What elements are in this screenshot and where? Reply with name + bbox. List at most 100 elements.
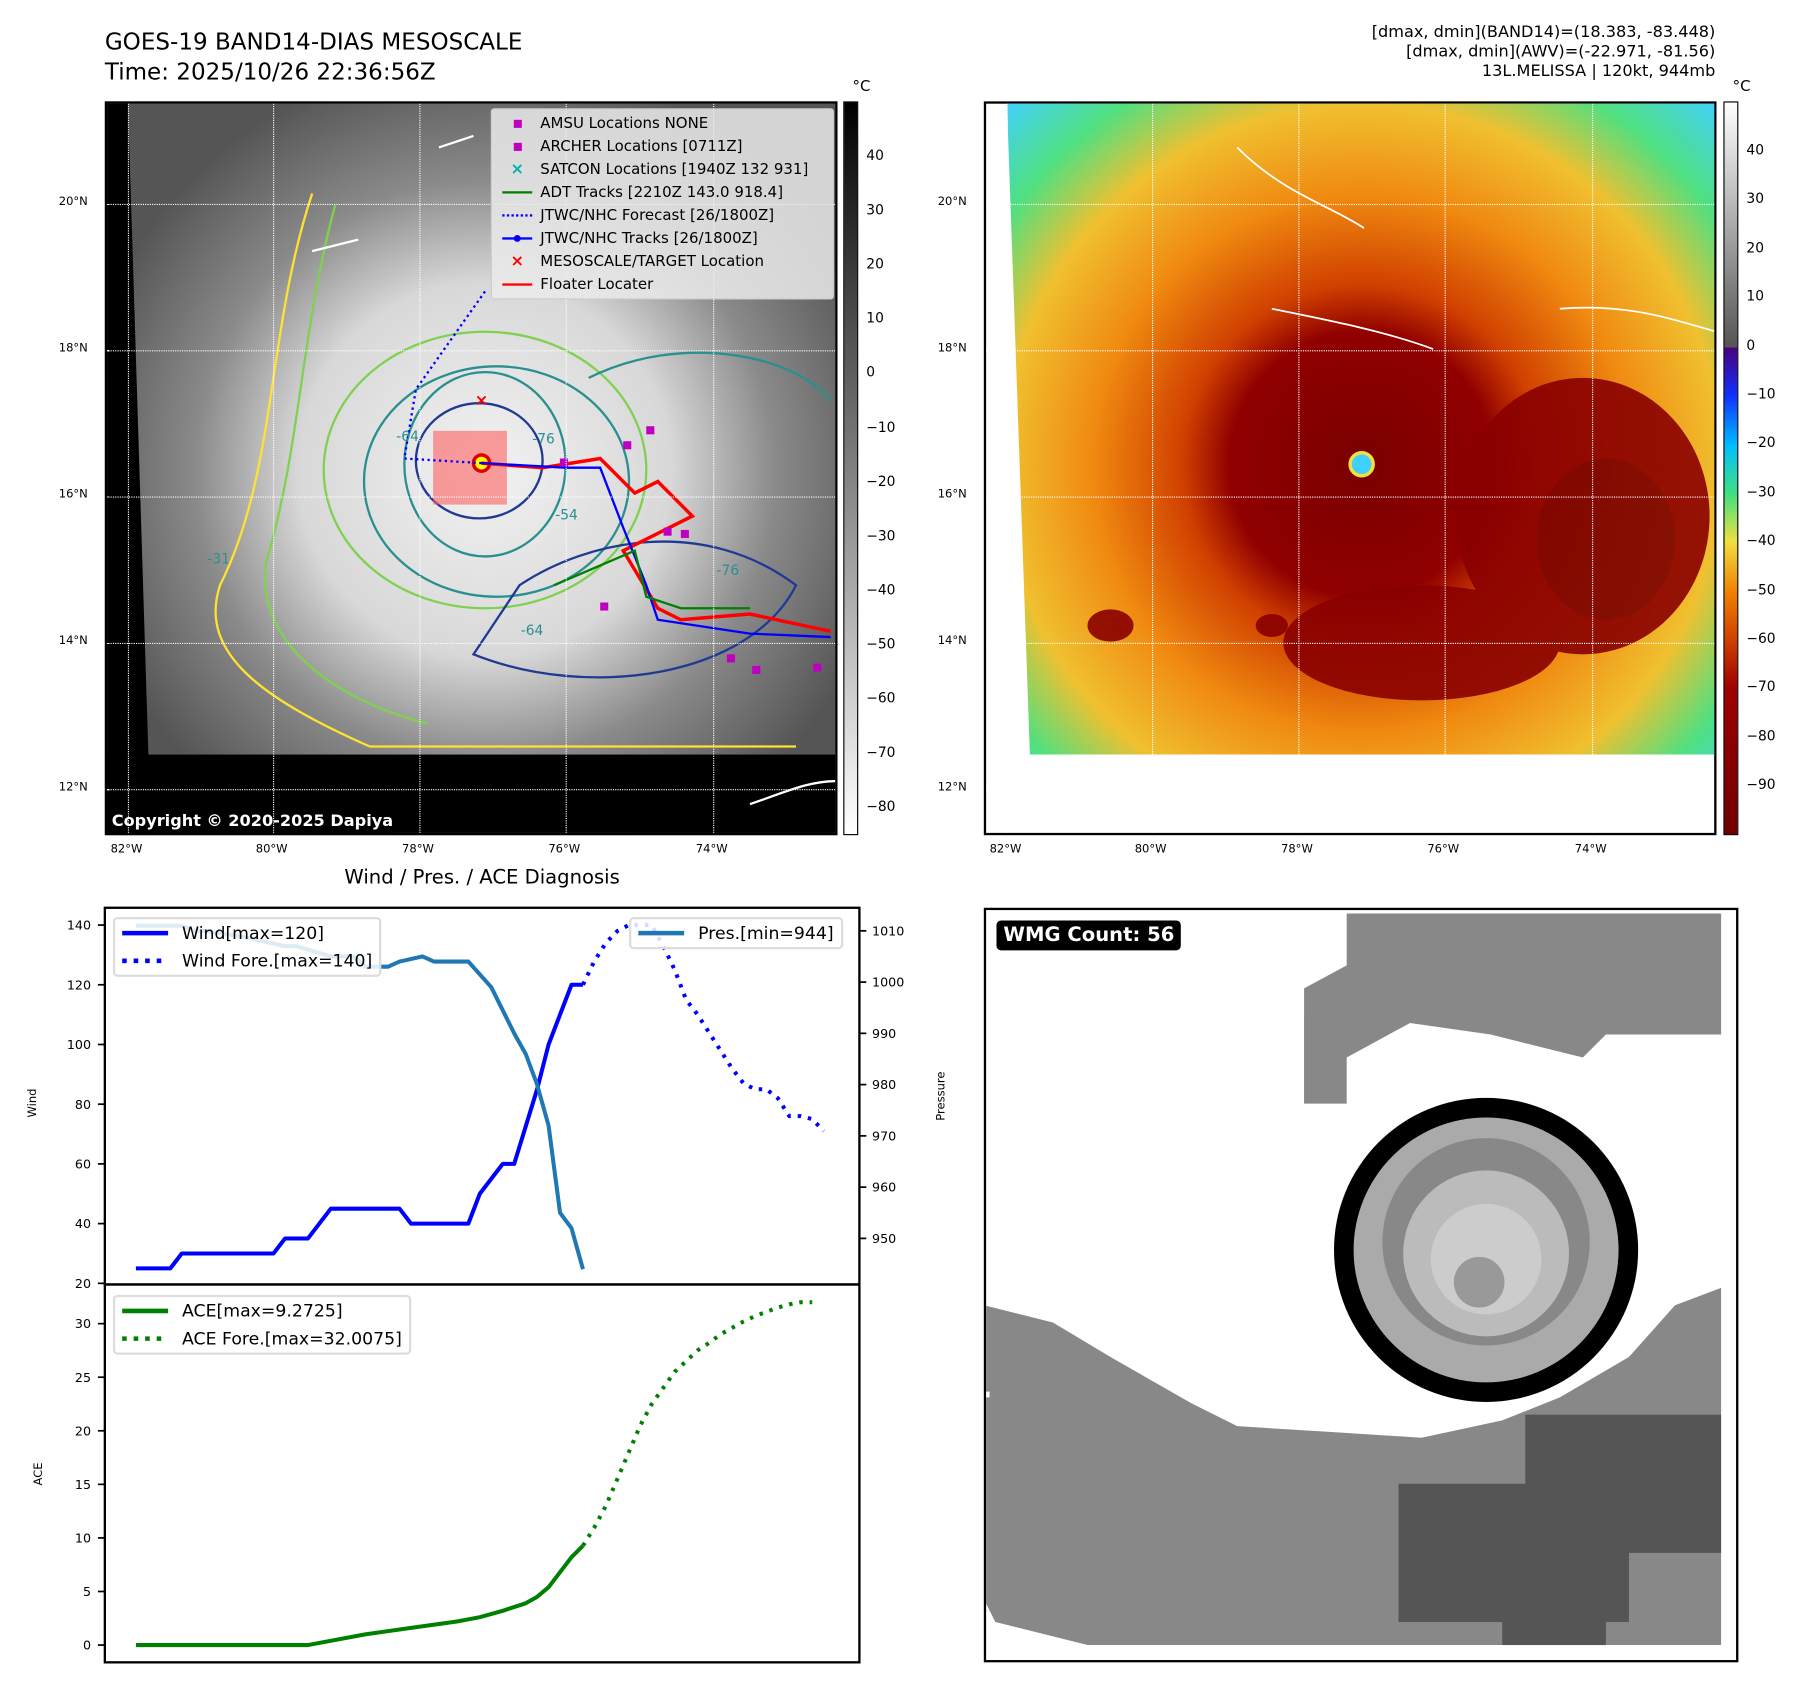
left-colorbar-tick: −60 bbox=[866, 690, 896, 707]
lon-gridline bbox=[1444, 103, 1446, 833]
legend-label: ADT Tracks [2210Z 143.0 918.4] bbox=[540, 183, 784, 202]
lat-gridline bbox=[107, 789, 836, 791]
left-colorbar-tick: 30 bbox=[866, 201, 884, 218]
lon-label-right: 80°W bbox=[1134, 843, 1167, 856]
ace-tick-label: 30 bbox=[75, 1316, 91, 1331]
lat-label-right: 12°N bbox=[937, 781, 967, 794]
lon-gridline bbox=[565, 103, 567, 833]
right-colorbar-tick: 0 bbox=[1746, 337, 1756, 354]
right-colorbar-tick: −40 bbox=[1746, 532, 1776, 549]
left-colorbar-tick: 40 bbox=[866, 147, 884, 164]
right-colorbar-tick: 30 bbox=[1746, 190, 1765, 207]
colorbar-unit-right: °C bbox=[1732, 78, 1751, 96]
wind-tick-label: 20 bbox=[75, 1276, 91, 1291]
right-colorbar-tick: −20 bbox=[1746, 434, 1776, 451]
colorbar-unit-left: °C bbox=[852, 78, 871, 96]
lat-label-left: 20°N bbox=[58, 195, 88, 209]
pressure-line bbox=[135, 923, 585, 1270]
wind-legend: Wind[max=120] Wind Fore.[max=140] bbox=[112, 916, 382, 977]
right-colorbar-tick: −50 bbox=[1746, 581, 1776, 598]
ace-forecast-legend-label: ACE Fore.[max=32.0075] bbox=[182, 1328, 402, 1349]
lat-gridline bbox=[986, 203, 1715, 206]
lat-gridline bbox=[986, 350, 1715, 352]
left-colorbar-tick: −30 bbox=[866, 527, 896, 544]
figure-time: Time: 2025/10/26 22:36:56Z bbox=[104, 57, 436, 86]
contour-label: -76 bbox=[532, 430, 555, 447]
lon-label-right: 74°W bbox=[1574, 843, 1607, 856]
wind-axis-label: Wind bbox=[26, 1088, 40, 1118]
stats-band14: [dmax, dmin](BAND14)=(18.383, -83.448) bbox=[1371, 23, 1716, 42]
ace-legend: ACE[max=9.2725] ACE Fore.[max=32.0075] bbox=[112, 1294, 412, 1355]
ace-tick-label: 10 bbox=[75, 1531, 91, 1546]
floater-track bbox=[481, 456, 831, 633]
contour-label: -64 bbox=[396, 428, 419, 445]
legend-item: ARCHER Locations [0711Z] bbox=[501, 135, 743, 158]
blue-line-dot-icon bbox=[501, 235, 533, 242]
pressure-legend: Pres.[min=944] bbox=[628, 916, 843, 950]
red-x-icon: × bbox=[510, 252, 524, 271]
lat-gridline bbox=[986, 496, 1715, 498]
copyright: Copyright © 2020-2025 Dapiya bbox=[107, 809, 398, 833]
pressure-legend-label: Pres.[min=944] bbox=[698, 922, 834, 944]
archer-markers bbox=[559, 426, 822, 674]
pressure-tick-label: 1000 bbox=[872, 975, 904, 990]
lat-label-right: 14°N bbox=[937, 634, 967, 648]
right-colorbar-tick: 10 bbox=[1746, 288, 1765, 305]
ace-forecast-line bbox=[581, 1300, 813, 1547]
target-location-marker: × bbox=[475, 391, 489, 410]
ace-tick-label: 20 bbox=[75, 1423, 91, 1438]
lon-gridline bbox=[419, 103, 421, 833]
contour-label: -64 bbox=[520, 622, 544, 639]
storm-info: 13L.MELISSA | 120kt, 944mb bbox=[1481, 62, 1716, 81]
ace-axes bbox=[103, 1283, 861, 1664]
figure-title: GOES-19 BAND14-DIAS MESOSCALE bbox=[104, 27, 523, 56]
legend-label: AMSU Locations NONE bbox=[540, 114, 709, 132]
legend-label: JTWC/NHC Tracks [26/1800Z] bbox=[540, 229, 758, 248]
left-colorbar-tick: −10 bbox=[866, 418, 896, 435]
right-colorbar-tick: −60 bbox=[1746, 630, 1776, 647]
lon-label-right: 82°W bbox=[989, 843, 1022, 856]
lat-gridline bbox=[986, 789, 1715, 791]
wind-tick-label: 120 bbox=[67, 977, 91, 992]
lon-gridline bbox=[713, 103, 715, 833]
contour-label: -54 bbox=[555, 506, 578, 524]
wind-tick-label: 80 bbox=[75, 1097, 91, 1112]
wmg-count-badge: WMG Count: 56 bbox=[996, 920, 1182, 951]
awv-colorbar bbox=[1723, 101, 1739, 836]
chart-title: Wind / Pres. / ACE Diagnosis bbox=[344, 866, 620, 890]
right-colorbar-tick: −10 bbox=[1746, 385, 1776, 403]
magenta-square-icon bbox=[501, 119, 533, 128]
awv-map bbox=[983, 101, 1717, 836]
legend-label: ARCHER Locations [0711Z] bbox=[540, 137, 743, 155]
lat-gridline bbox=[107, 642, 836, 644]
right-colorbar-tick: 40 bbox=[1746, 141, 1765, 158]
legend-item: × SATCON Locations [1940Z 132 931] bbox=[501, 158, 808, 181]
lon-gridline bbox=[1006, 103, 1008, 833]
lon-label-left: 76°W bbox=[548, 843, 581, 856]
wind-tick-label: 100 bbox=[67, 1037, 91, 1052]
left-colorbar-tick: −50 bbox=[866, 635, 896, 652]
left-colorbar-tick: −70 bbox=[866, 744, 896, 761]
lon-gridline bbox=[1152, 103, 1154, 833]
lon-label-left: 82°W bbox=[110, 843, 143, 856]
lat-label-left: 18°N bbox=[58, 342, 88, 355]
lon-gridline bbox=[273, 103, 275, 833]
legend-label: JTWC/NHC Forecast [26/1800Z] bbox=[540, 206, 775, 225]
lat-label-right: 20°N bbox=[937, 195, 967, 209]
lon-gridline bbox=[1298, 103, 1300, 833]
wmg-panel bbox=[983, 907, 1739, 1663]
legend-label: Floater Locater bbox=[540, 275, 654, 294]
pressure-tick-label: 980 bbox=[872, 1077, 896, 1092]
right-colorbar-tick: 20 bbox=[1746, 239, 1765, 256]
lat-label-left: 14°N bbox=[58, 634, 88, 648]
magenta-square-icon bbox=[501, 142, 533, 151]
lon-label-right: 76°W bbox=[1427, 843, 1460, 856]
left-colorbar-tick: 20 bbox=[866, 255, 884, 273]
wind-forecast-legend-label: Wind Fore.[max=140] bbox=[182, 950, 373, 972]
left-colorbar-tick: 0 bbox=[866, 364, 876, 381]
ace-solid-swatch bbox=[122, 1308, 169, 1314]
stats-awv: [dmax, dmin](AWV)=(-22.971, -81.56) bbox=[1406, 42, 1716, 62]
right-colorbar-tick: −70 bbox=[1746, 678, 1776, 696]
pressure-axis-label: Pressure bbox=[935, 1071, 948, 1121]
